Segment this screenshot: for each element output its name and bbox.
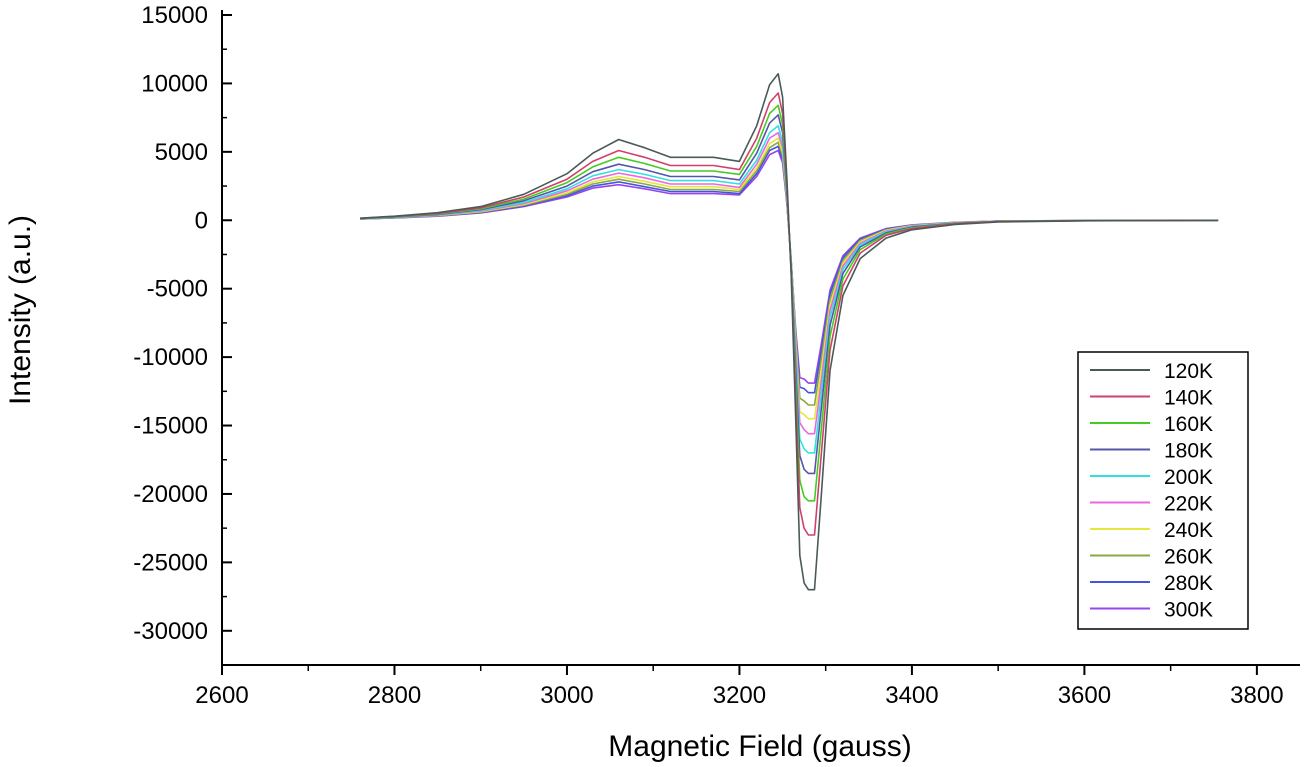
x-axis-title: Magnetic Field (gauss) bbox=[608, 730, 911, 763]
y-tick-label: 10000 bbox=[141, 70, 208, 97]
x-tick-label: 3400 bbox=[885, 682, 938, 709]
y-tick-label: -25000 bbox=[133, 549, 208, 576]
x-axis-ticks: 2600 2800 3000 3200 3400 3600 3800 bbox=[195, 665, 1284, 709]
y-tick-label: -10000 bbox=[133, 344, 208, 371]
legend-box bbox=[1077, 351, 1249, 630]
x-tick-label: 3200 bbox=[713, 682, 766, 709]
y-axis-title: Intensity (a.u.) bbox=[4, 215, 37, 405]
y-tick-label: 5000 bbox=[155, 139, 208, 166]
x-tick-label: 2600 bbox=[195, 682, 248, 709]
legend-label-280K: 280K bbox=[1164, 572, 1213, 595]
legend-label-260K: 260K bbox=[1164, 546, 1213, 569]
series-line-300K bbox=[359, 149, 1219, 384]
y-tick-label: -15000 bbox=[133, 413, 208, 440]
legend-label-140K: 140K bbox=[1164, 387, 1213, 410]
plot-area bbox=[359, 73, 1219, 591]
y-tick-label: -5000 bbox=[147, 276, 208, 303]
legend-label-300K: 300K bbox=[1164, 599, 1213, 622]
x-tick-label: 3000 bbox=[540, 682, 593, 709]
legend-label-180K: 180K bbox=[1164, 440, 1213, 463]
legend-label-160K: 160K bbox=[1164, 413, 1213, 436]
legend: 120K 140K 160K 180K 200K 220K 240K 260K 280K 300K bbox=[1077, 351, 1249, 630]
y-tick-label: -30000 bbox=[133, 618, 208, 645]
axes bbox=[221, 10, 1300, 666]
x-tick-label: 2800 bbox=[368, 682, 421, 709]
y-tick-label: 15000 bbox=[141, 2, 208, 29]
x-tick-label: 3600 bbox=[1058, 682, 1111, 709]
x-tick-label: 3800 bbox=[1230, 682, 1283, 709]
legend-label-240K: 240K bbox=[1164, 519, 1213, 542]
y-tick-label: 0 bbox=[195, 207, 208, 234]
y-axis-ticks: 15000 10000 5000 0 -5000 -10000 -15000 -20000 -2… bbox=[133, 2, 232, 645]
y-tick-label: -20000 bbox=[133, 481, 208, 508]
legend-label-120K: 120K bbox=[1164, 360, 1213, 383]
legend-label-220K: 220K bbox=[1164, 493, 1213, 516]
legend-label-200K: 200K bbox=[1164, 466, 1213, 489]
series-line-120K bbox=[359, 73, 1219, 591]
